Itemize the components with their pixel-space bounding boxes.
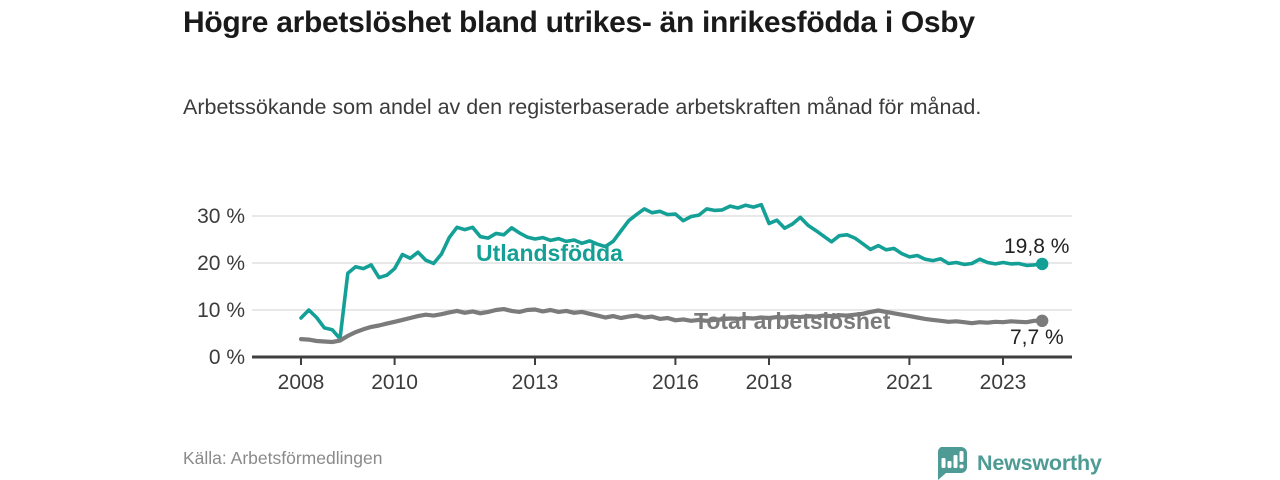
y-tick-label: 20 % xyxy=(197,252,245,275)
end-value-label: 19,8 % xyxy=(1004,235,1069,258)
series-label: Utlandsfödda xyxy=(476,240,623,266)
source-note: Källa: Arbetsförmedlingen xyxy=(183,448,383,468)
newsworthy-wordmark: Newsworthy xyxy=(977,450,1102,475)
series-end-dot xyxy=(1035,314,1049,328)
series-line-utlandsfodda xyxy=(299,202,1044,341)
y-tick-label: 0 % xyxy=(209,346,245,369)
x-tick-label: 2013 xyxy=(512,371,559,394)
series-end-dot xyxy=(1035,257,1049,271)
x-tick-label: 2023 xyxy=(980,371,1027,394)
x-tick-label: 2010 xyxy=(371,371,418,394)
end-value-label: 7,7 % xyxy=(1010,326,1064,349)
chart-title: Högre arbetslöshet bland utrikes- än inr… xyxy=(183,6,975,39)
x-tick-label: 2008 xyxy=(278,371,325,394)
x-tick-label: 2018 xyxy=(746,371,793,394)
y-tick-label: 10 % xyxy=(197,299,245,322)
y-tick-label: 30 % xyxy=(197,205,245,228)
series-line-total xyxy=(298,307,1045,345)
x-tick-label: 2016 xyxy=(652,371,699,394)
x-tick-label: 2021 xyxy=(886,371,933,394)
series-label: Total arbetslöshet xyxy=(694,308,891,334)
newsworthy-logo: Newsworthy xyxy=(934,446,1102,480)
chart-subtitle: Arbetssökande som andel av den registerb… xyxy=(183,95,982,119)
newsworthy-logo-icon xyxy=(937,447,967,480)
